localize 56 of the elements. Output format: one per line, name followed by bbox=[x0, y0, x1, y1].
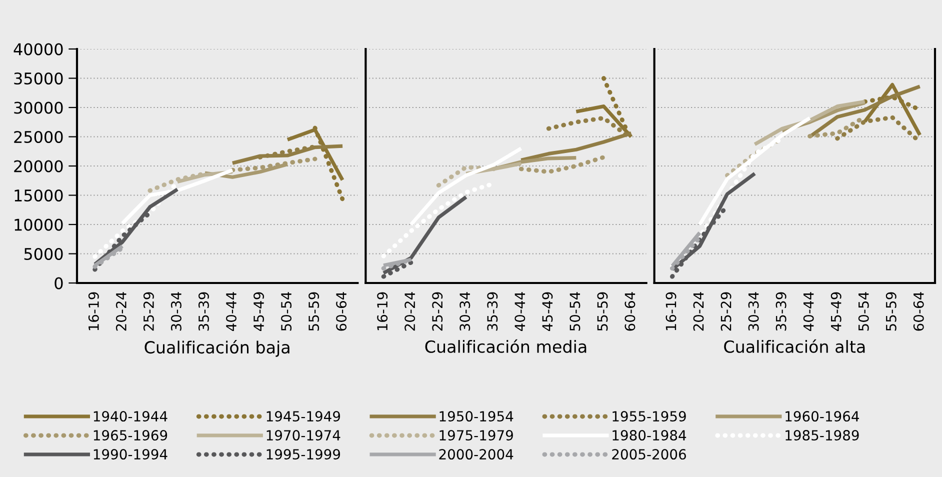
x-tick-label: 20-24 bbox=[693, 292, 704, 331]
x-tick-label: 60-64 bbox=[913, 292, 924, 331]
x-tick-label: 45-49 bbox=[542, 292, 553, 332]
y-tick-label: 40000 bbox=[14, 43, 63, 56]
y-tick-label: 35000 bbox=[14, 72, 63, 85]
x-tick-label: 16-19 bbox=[377, 292, 388, 330]
x-tick-label: 25-29 bbox=[143, 292, 154, 331]
x-tick-label: 16-19 bbox=[666, 292, 676, 330]
x-tick-label: 45-49 bbox=[254, 292, 264, 332]
legend-label: 1945-1949 bbox=[266, 411, 340, 422]
y-tick-label: 15000 bbox=[14, 189, 63, 202]
y-tick-label: 20000 bbox=[14, 160, 63, 172]
y-tick-label: 25000 bbox=[14, 130, 63, 144]
x-tick-label: 30-34 bbox=[460, 292, 470, 331]
x-axis-title: Cualificación media bbox=[425, 339, 586, 353]
y-tick-label: 30000 bbox=[14, 102, 63, 114]
x-tick-label: 20-24 bbox=[404, 292, 416, 331]
x-tick-label: 55-59 bbox=[308, 292, 320, 331]
legend-label: 1940-1944 bbox=[94, 411, 168, 422]
x-tick-label: 35-39 bbox=[776, 292, 786, 331]
y-tick-label: 10000 bbox=[14, 218, 63, 231]
x-tick-label: 35-39 bbox=[487, 292, 498, 331]
x-tick-label: 40-44 bbox=[226, 292, 236, 332]
legend-label: 1950-1954 bbox=[440, 411, 514, 422]
legend-label: 2000-2004 bbox=[439, 449, 514, 460]
legend-label: 1980-1984 bbox=[612, 430, 686, 441]
legend-label: 1965-1969 bbox=[94, 430, 168, 441]
legend-label: 1995-1999 bbox=[266, 449, 340, 460]
x-tick-label: 30-34 bbox=[170, 292, 182, 331]
x-axis-title: Cualificación alta bbox=[724, 339, 865, 353]
x-tick-label: 60-64 bbox=[336, 292, 347, 331]
x-tick-label: 40-44 bbox=[514, 292, 526, 332]
legend-label: 1970-1974 bbox=[266, 430, 340, 441]
x-tick-label: 40-44 bbox=[803, 292, 814, 332]
x-tick-label: 16-19 bbox=[88, 292, 99, 330]
x-tick-label: 60-64 bbox=[624, 292, 636, 331]
legend-label: 1975-1979 bbox=[440, 430, 513, 441]
legend-label: 1985-1989 bbox=[786, 430, 859, 441]
legend-label: 1990-1994 bbox=[94, 449, 168, 460]
legend-label: 1955-1959 bbox=[612, 411, 686, 422]
x-tick-label: 25-29 bbox=[432, 292, 443, 331]
x-tick-label: 50-54 bbox=[858, 292, 869, 331]
x-tick-label: 35-39 bbox=[198, 292, 209, 331]
x-axis-title: Cualificación baja bbox=[144, 340, 290, 357]
y-tick-label: 0 bbox=[54, 277, 63, 290]
x-tick-label: 30-34 bbox=[748, 292, 759, 331]
legend-label: 1960-1964 bbox=[786, 411, 859, 422]
x-tick-label: 55-59 bbox=[597, 292, 608, 331]
x-tick-label: 25-29 bbox=[720, 292, 732, 331]
x-tick-label: 20-24 bbox=[116, 292, 126, 331]
legend-label: 2005-2006 bbox=[612, 449, 686, 460]
x-tick-label: 55-59 bbox=[886, 292, 896, 331]
x-tick-label: 50-54 bbox=[570, 292, 580, 331]
y-tick-label: 5000 bbox=[24, 248, 63, 260]
x-tick-label: 50-54 bbox=[281, 292, 292, 331]
x-tick-label: 45-49 bbox=[830, 292, 842, 332]
